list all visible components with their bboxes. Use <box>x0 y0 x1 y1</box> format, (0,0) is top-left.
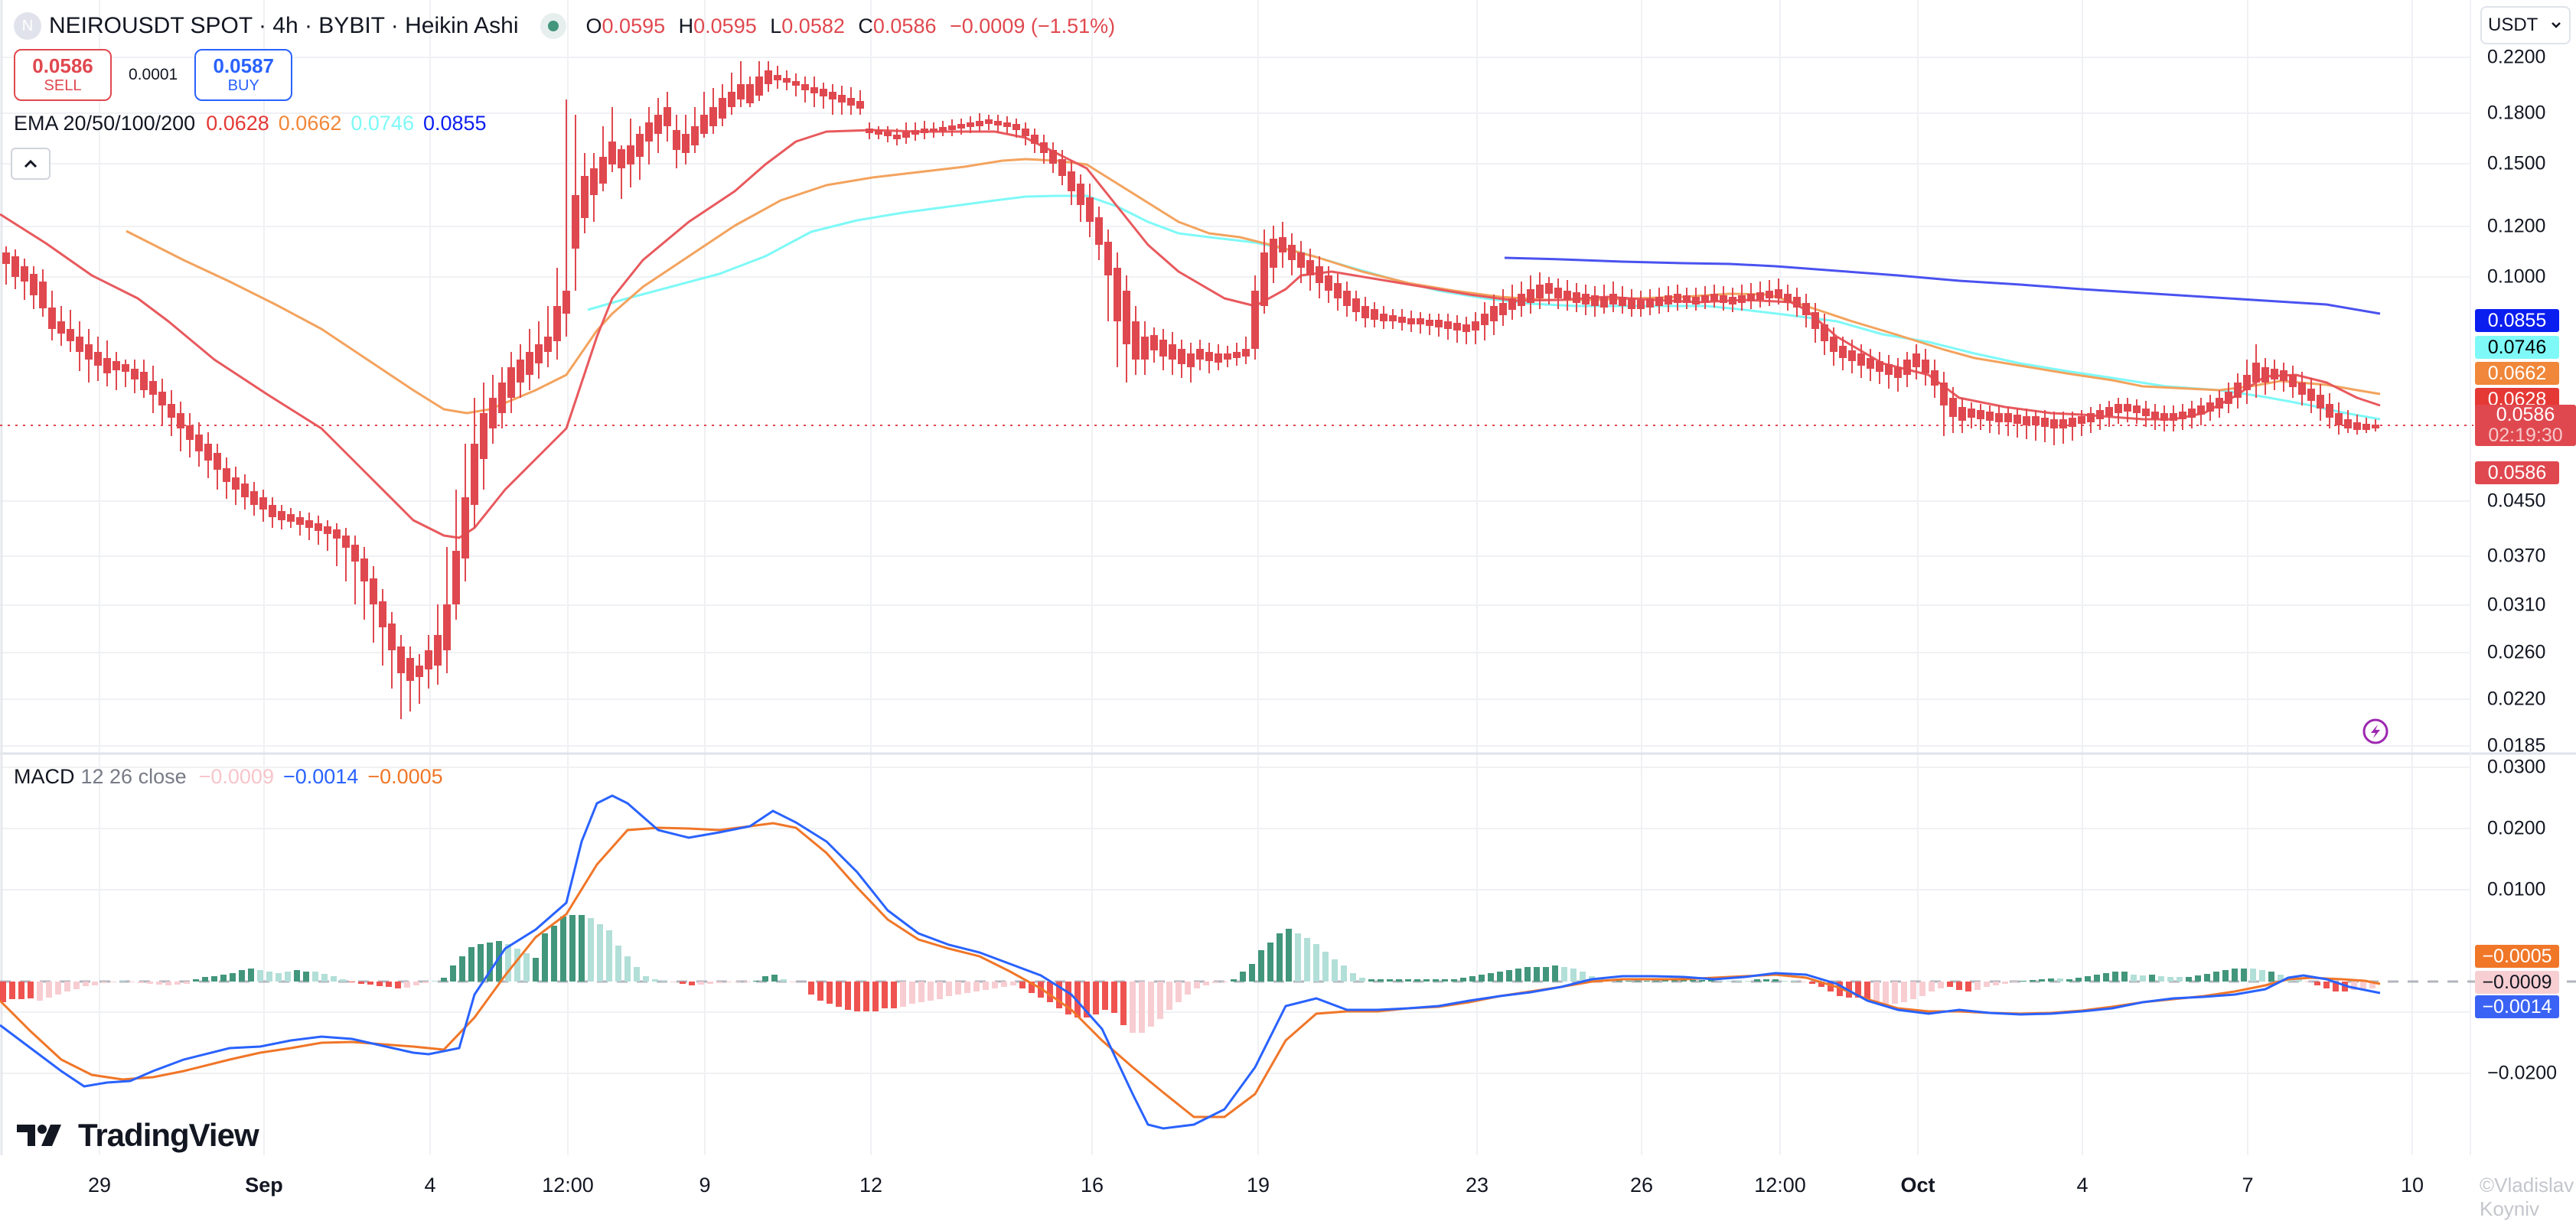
change-value: −0.0009 (−1.51%) <box>950 14 1116 37</box>
macd-axis-label: 0.0300 <box>2487 756 2546 778</box>
time-axis-label: 19 <box>1246 1174 1270 1197</box>
time-axis-label: 12 <box>859 1174 883 1197</box>
price-axis-label: 0.0185 <box>2487 734 2546 757</box>
price-axis-label: 0.1000 <box>2487 265 2546 288</box>
macd-axis-value-tag: −0.0005 <box>2475 945 2559 968</box>
candlestick-series <box>2 61 2379 719</box>
time-axis-label: 29 <box>87 1174 112 1197</box>
ohlc-values: O0.0595 H0.0595 L0.0582 C0.0586 −0.0009 … <box>585 14 1116 37</box>
tradingview-logo-text: TradingView <box>78 1117 259 1153</box>
price-axis-value-tag: 0.0662 <box>2475 362 2559 385</box>
price-axis-label: 0.2200 <box>2487 46 2546 68</box>
price-axis-label: 0.0260 <box>2487 641 2546 663</box>
macd-legend[interactable]: MACD 12 26 close −0.0009 −0.0014 −0.0005 <box>14 765 452 789</box>
ema-legend[interactable]: EMA 20/50/100/200 0.0628 0.0662 0.0746 0… <box>14 112 496 135</box>
last-price-value: 0.0586 <box>2496 404 2555 425</box>
spread-value: 0.0001 <box>129 66 178 83</box>
ema-lines <box>0 129 2381 539</box>
macd-axis-label: −0.0200 <box>2487 1062 2558 1084</box>
time-axis-label: 7 <box>2242 1174 2254 1197</box>
market-status-icon[interactable] <box>540 13 566 39</box>
buy-button[interactable]: 0.0587 BUY <box>194 49 293 101</box>
macd-axis-label: 0.0200 <box>2487 817 2546 839</box>
low-value: 0.0582 <box>781 14 845 37</box>
price-axis-label: 0.0310 <box>2487 594 2546 616</box>
currency-selector[interactable]: USDT <box>2480 6 2571 44</box>
price-axis-label: 0.0450 <box>2487 490 2546 512</box>
author-watermark: ©Vladislav Koyniv <box>2480 1174 2574 1220</box>
macd-lines <box>0 794 2381 1130</box>
trade-buttons: 0.0586 SELL 0.0001 0.0587 BUY <box>14 49 293 101</box>
price-axis-value-tag: 0.0586 <box>2475 461 2559 484</box>
price-axis-label: 0.1500 <box>2487 152 2546 174</box>
sell-label: SELL <box>44 77 82 94</box>
time-axis-label: 23 <box>1465 1174 1489 1197</box>
lightning-alert-icon[interactable] <box>2362 718 2389 745</box>
time-axis-label: 9 <box>699 1174 711 1197</box>
buy-label: BUY <box>227 77 259 94</box>
high-value: 0.0595 <box>693 14 757 37</box>
ema100-value: 0.0746 <box>351 112 414 135</box>
chevron-up-icon <box>24 159 37 168</box>
symbol-logo-icon: N <box>14 12 41 40</box>
buy-price: 0.0587 <box>213 54 274 77</box>
macd-line-value: −0.0014 <box>282 765 359 788</box>
grid-lines <box>0 0 2470 1155</box>
sell-button[interactable]: 0.0586 SELL <box>14 49 112 101</box>
close-value: 0.0586 <box>872 14 937 37</box>
time-axis-label: 12:00 <box>1754 1174 1806 1197</box>
ema50-value: 0.0662 <box>278 112 342 135</box>
macd-axis-label: 0.0100 <box>2487 878 2546 900</box>
currency-label: USDT <box>2488 15 2539 35</box>
macd-legend-params: 12 26 close <box>80 765 187 788</box>
price-axis-label: 0.0220 <box>2487 688 2546 710</box>
macd-histogram-value: −0.0009 <box>198 765 274 788</box>
time-axis-label: 26 <box>1629 1174 1654 1197</box>
price-axis-value-tag: 0.0855 <box>2475 309 2559 332</box>
time-axis-label: 4 <box>424 1174 436 1197</box>
chevron-down-icon <box>2552 22 2561 28</box>
time-axis-label: Sep <box>245 1174 283 1197</box>
time-axis-label: 12:00 <box>542 1174 594 1197</box>
macd-legend-name: MACD <box>14 765 75 788</box>
collapse-legend-button[interactable] <box>11 148 51 180</box>
time-axis-label: 4 <box>2076 1174 2089 1197</box>
ema200-value: 0.0855 <box>422 112 487 135</box>
time-axis-label: 10 <box>2400 1174 2424 1197</box>
price-axis-value-tag: 0.0746 <box>2475 336 2559 359</box>
bar-countdown: 02:19:30 <box>2488 425 2563 446</box>
time-axis-label: 16 <box>1080 1174 1104 1197</box>
price-axis-label: 0.1800 <box>2487 102 2546 124</box>
price-axis-label: 0.0370 <box>2487 545 2546 567</box>
symbol-title[interactable]: NEIROUSDT SPOT · 4h · BYBIT · Heikin Ash… <box>49 13 519 38</box>
time-axis-label: Oct <box>1900 1174 1935 1197</box>
symbol-legend[interactable]: N NEIROUSDT SPOT · 4h · BYBIT · Heikin A… <box>14 8 1123 44</box>
last-price-tag: 0.0586 02:19:30 <box>2475 405 2576 446</box>
macd-axis-value-tag: −0.0009 <box>2475 971 2559 994</box>
macd-axis-value-tag: −0.0014 <box>2475 995 2559 1018</box>
sell-price: 0.0586 <box>32 54 93 77</box>
macd-signal-value: −0.0005 <box>367 765 443 788</box>
ema20-value: 0.0628 <box>206 112 269 135</box>
tradingview-logo[interactable]: TradingView <box>17 1117 259 1154</box>
ema-legend-name: EMA 20/50/100/200 <box>14 112 196 135</box>
open-value: 0.0595 <box>602 14 666 37</box>
price-axis-label: 0.1200 <box>2487 215 2546 237</box>
tradingview-logo-icon <box>17 1125 61 1146</box>
